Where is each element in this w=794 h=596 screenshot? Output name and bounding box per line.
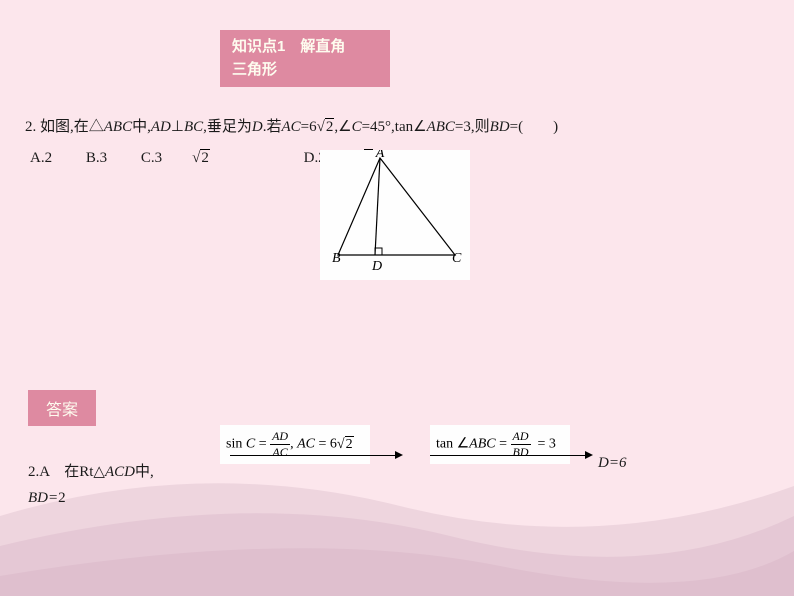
result-d6: D=6	[598, 455, 626, 472]
triangle-figure: A B C D	[320, 150, 470, 280]
choice-a: A.2	[30, 150, 52, 166]
vertex-b: B	[332, 251, 341, 266]
answer-label: 答案	[28, 390, 96, 426]
question-body: 如图,在△ABC中,AD⊥BC,垂足为D.若AC=62,∠C=45°,tan∠A…	[40, 119, 558, 135]
knowledge-point-header: 知识点1 解直角 三角形	[220, 30, 390, 87]
vertex-d: D	[371, 259, 382, 274]
vertex-a: A	[375, 150, 385, 161]
question-number: 2.	[25, 119, 36, 135]
vertex-c: C	[452, 251, 462, 266]
formula-tan: tan ∠ABC = ADBD = 3	[430, 425, 570, 464]
arrow-2	[430, 455, 590, 456]
header-line2: 三角形	[232, 61, 277, 78]
arrowhead-1	[395, 451, 403, 459]
formula-sin: sin C = ADAC, AC = 62	[220, 425, 370, 464]
wave-background	[0, 396, 794, 596]
question-text: 2. 如图,在△ABC中,AD⊥BC,垂足为D.若AC=62,∠C=45°,ta…	[25, 115, 558, 136]
choice-b: B.3	[86, 150, 107, 166]
answer-bd: BD=2	[28, 490, 66, 507]
answer-text: 2.A 在Rt△ACD中,	[28, 460, 154, 481]
header-line1: 知识点1 解直角	[232, 38, 345, 55]
arrow-1	[230, 455, 400, 456]
choice-c: C.32	[141, 150, 270, 166]
arrowhead-2	[585, 451, 593, 459]
answer-prefix: 2.A 在Rt△ACD中,	[28, 464, 154, 480]
